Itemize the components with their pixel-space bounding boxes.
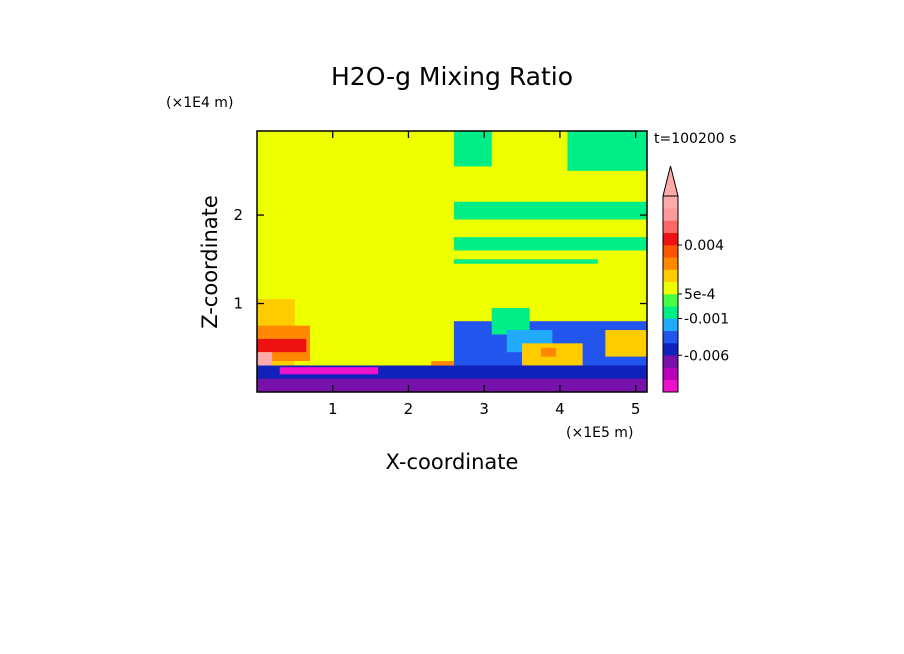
colorbar-segment-3 xyxy=(663,343,678,356)
colorbar-tick-label: 0.004 xyxy=(684,238,724,254)
y-tick-label: 1 xyxy=(233,295,243,313)
colorbar-segment-6 xyxy=(663,306,678,319)
colorbar-segment-12 xyxy=(663,232,678,246)
colorbar-extend-arrow xyxy=(662,165,679,197)
x-unit-label: (×1E5 m) xyxy=(566,425,633,441)
y-tick-label: 2 xyxy=(233,206,243,224)
contour-region-17 xyxy=(257,338,307,353)
contour-region-4 xyxy=(453,237,647,251)
y-axis: 12 xyxy=(233,206,647,313)
contour-region-18 xyxy=(257,352,273,366)
contour-region-11 xyxy=(605,330,647,357)
x-axis: 1 2 3 4 5 xyxy=(328,131,640,418)
colorbar-segment-5 xyxy=(663,318,678,332)
colorbar-segment-8 xyxy=(663,281,678,295)
contour-region-13 xyxy=(257,378,647,392)
x-tick-label: 3 xyxy=(479,400,489,418)
colorbar-segment-9 xyxy=(663,269,678,283)
colorbar-segment-1 xyxy=(663,367,678,381)
contour-region-5 xyxy=(453,259,598,264)
plot-frame xyxy=(256,130,648,393)
x-tick-label: 2 xyxy=(404,400,414,418)
y-unit-label: (×1E4 m) xyxy=(166,95,233,111)
x-tick-label: 1 xyxy=(328,400,338,418)
colorbar-segment-14 xyxy=(663,208,678,221)
contour-region-19 xyxy=(431,361,454,366)
contour-region-1 xyxy=(453,131,492,167)
colorbar xyxy=(662,165,679,393)
x-tick-label: 5 xyxy=(631,400,641,418)
contour-region-3 xyxy=(453,201,647,220)
colorbar-segment-7 xyxy=(663,294,678,307)
colorbar-segment-0 xyxy=(663,379,678,393)
plot-area xyxy=(257,131,647,392)
contour-region-14 xyxy=(279,367,379,375)
contour-regions xyxy=(257,131,647,392)
chart-title: H2O-g Mixing Ratio xyxy=(331,62,573,91)
contour-region-7 xyxy=(491,307,530,335)
colorbar-segment-13 xyxy=(663,220,678,234)
colorbar-segment-4 xyxy=(663,330,678,344)
x-axis-label: X-coordinate xyxy=(386,450,519,474)
colorbar-tick-label: 5e-4 xyxy=(684,287,716,303)
colorbar-tick-label: -0.001 xyxy=(684,312,729,328)
colorbar-segment-10 xyxy=(663,257,678,270)
colorbar-segment-2 xyxy=(663,355,678,368)
x-tick-label: 4 xyxy=(555,400,565,418)
colorbar-segment-15 xyxy=(663,196,678,209)
time-label: t=100200 s xyxy=(654,131,736,147)
colorbar-tick-label: -0.006 xyxy=(684,348,729,364)
colorbar-labels: 0.004 5e-4 -0.001 -0.006 xyxy=(678,238,729,364)
contour-region-2 xyxy=(567,131,647,171)
y-axis-label: Z-coordinate xyxy=(198,195,222,329)
contour-region-10 xyxy=(540,347,557,357)
colorbar-segment-11 xyxy=(663,245,678,258)
